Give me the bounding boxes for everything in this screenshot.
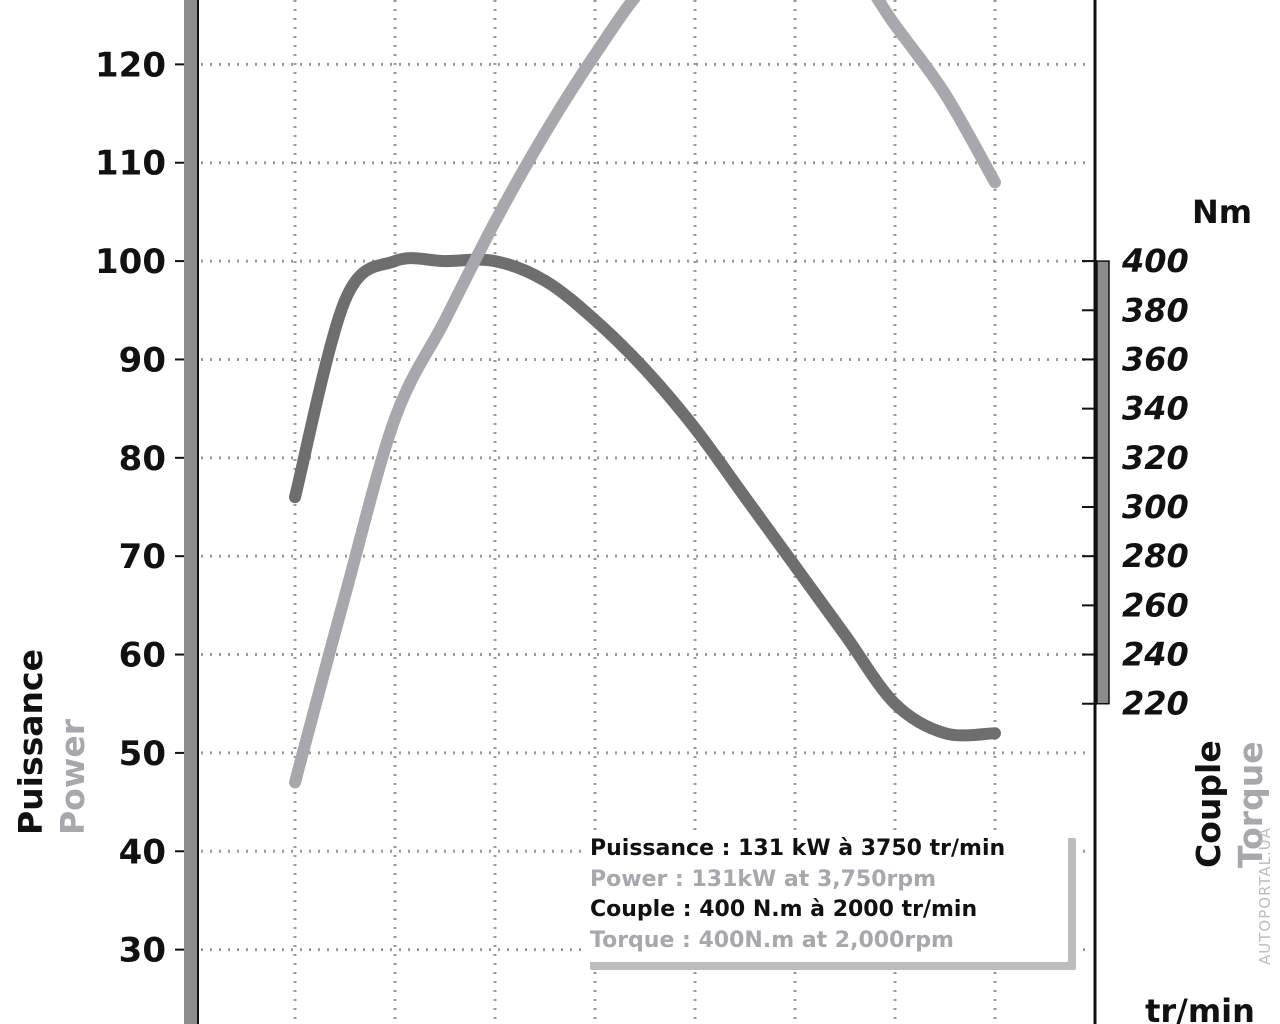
power-curve bbox=[289, 0, 1001, 789]
right-tick-label-0: 220 bbox=[1122, 685, 1189, 723]
right-axis: 220 240 260 280 300 320 340 360 380 400 bbox=[1082, 242, 1189, 723]
series-layer bbox=[289, 0, 1001, 789]
watermark: AUTOPORTAL.UA bbox=[1256, 827, 1274, 965]
right-tick-label-2: 260 bbox=[1122, 586, 1189, 624]
left-tick-label-0: 30 bbox=[119, 931, 166, 971]
left-axis: 30 40 50 60 70 80 90 100 110 120 bbox=[95, 0, 199, 1024]
left-axis-label-en: Power bbox=[53, 718, 92, 835]
right-tick-label-7: 360 bbox=[1122, 340, 1189, 378]
left-tick-label-8: 110 bbox=[95, 144, 166, 184]
right-axis-unit: Nm bbox=[1192, 193, 1252, 231]
right-tick-label-9: 400 bbox=[1121, 242, 1189, 280]
x-axis-unit: tr/min bbox=[1145, 992, 1255, 1024]
left-tick-label-7: 100 bbox=[95, 242, 166, 282]
info-torque-fr: Couple : 400 N.m à 2000 tr/min bbox=[590, 897, 978, 922]
left-tick-label-2: 50 bbox=[119, 734, 166, 774]
right-tick-label-6: 340 bbox=[1122, 390, 1189, 428]
right-axis-label-en: Torque bbox=[1231, 741, 1270, 868]
left-axis-bar bbox=[184, 0, 198, 1024]
right-axis-label-fr: Couple bbox=[1189, 740, 1228, 868]
info-torque-en: Torque : 400N.m at 2,000rpm bbox=[590, 927, 954, 953]
left-tick-label-1: 40 bbox=[119, 832, 166, 872]
left-tick-label-9: 120 bbox=[95, 45, 166, 85]
right-tick-label-1: 240 bbox=[1122, 636, 1189, 674]
info-power-en: Power : 131kW at 3,750rpm bbox=[590, 866, 937, 892]
left-tick-label-4: 70 bbox=[119, 537, 166, 577]
info-power-fr: Puissance : 131 kW à 3750 tr/min bbox=[590, 836, 1006, 861]
left-tick-label-3: 60 bbox=[119, 636, 166, 676]
left-axis-label-fr: Puissance bbox=[11, 649, 50, 835]
torque-curve bbox=[289, 252, 1001, 742]
right-tick-label-8: 380 bbox=[1122, 291, 1189, 329]
right-tick-label-4: 300 bbox=[1122, 488, 1189, 526]
info-box: Puissance : 131 kW à 3750 tr/min Power :… bbox=[582, 830, 1068, 962]
left-tick-label-5: 80 bbox=[119, 439, 166, 479]
right-tick-label-5: 320 bbox=[1122, 439, 1189, 477]
right-tick-label-3: 280 bbox=[1122, 537, 1189, 575]
right-axis-bar bbox=[1096, 260, 1110, 705]
left-tick-label-6: 90 bbox=[119, 340, 166, 380]
chart-grid bbox=[201, 0, 1097, 1024]
